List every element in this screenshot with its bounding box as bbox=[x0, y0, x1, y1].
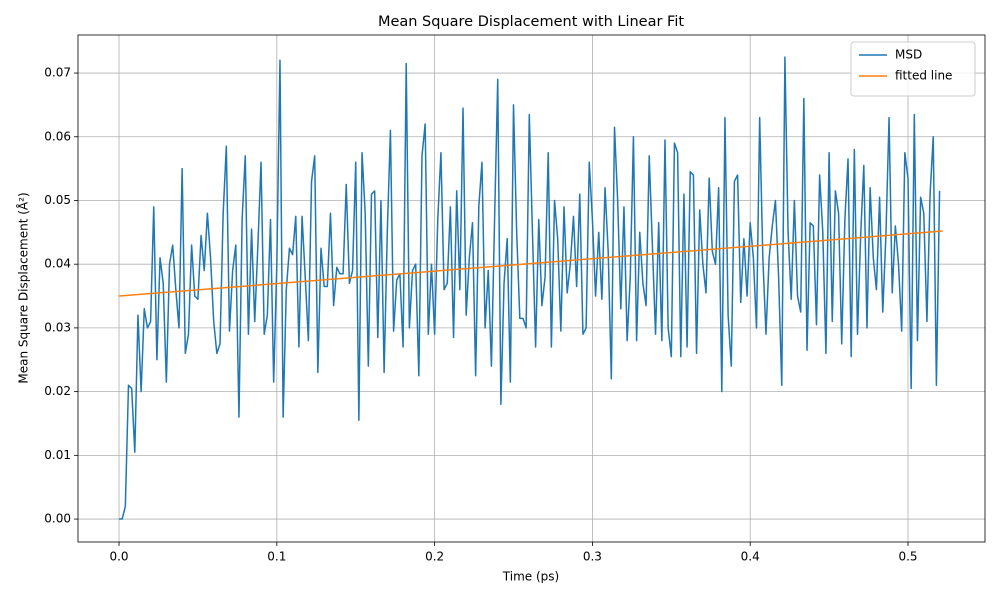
y-axis-label: Mean Square Displacement (Å²) bbox=[16, 192, 31, 383]
x-axis-label: Time (ps) bbox=[502, 570, 559, 584]
plot-layer bbox=[118, 56, 943, 520]
legend-label: fitted line bbox=[895, 69, 952, 83]
x-tick-label: 0.1 bbox=[267, 550, 286, 564]
x-tick-label: 0.4 bbox=[741, 550, 760, 564]
axes-frame bbox=[77, 34, 986, 543]
chart-title: Mean Square Displacement with Linear Fit bbox=[378, 14, 684, 30]
series-line bbox=[118, 230, 943, 297]
y-tick-label: 0.01 bbox=[44, 448, 71, 462]
legend: MSD fitted line bbox=[850, 41, 976, 97]
x-tick-label: 0.5 bbox=[898, 550, 917, 564]
y-tick-label: 0.05 bbox=[44, 193, 71, 207]
x-tick-label: 0.2 bbox=[425, 550, 444, 564]
y-tick-label: 0.00 bbox=[44, 512, 71, 526]
x-tick-label: 0.3 bbox=[583, 550, 602, 564]
y-tick-label: 0.04 bbox=[44, 257, 71, 271]
series-line bbox=[119, 56, 941, 520]
x-tick-label: 0.0 bbox=[109, 550, 128, 564]
y-tick-label: 0.02 bbox=[44, 384, 71, 398]
y-tick-label: 0.06 bbox=[44, 129, 71, 143]
y-tick-label: 0.07 bbox=[44, 66, 71, 80]
y-tick-label: 0.03 bbox=[44, 320, 71, 334]
legend-label: MSD bbox=[895, 48, 922, 62]
